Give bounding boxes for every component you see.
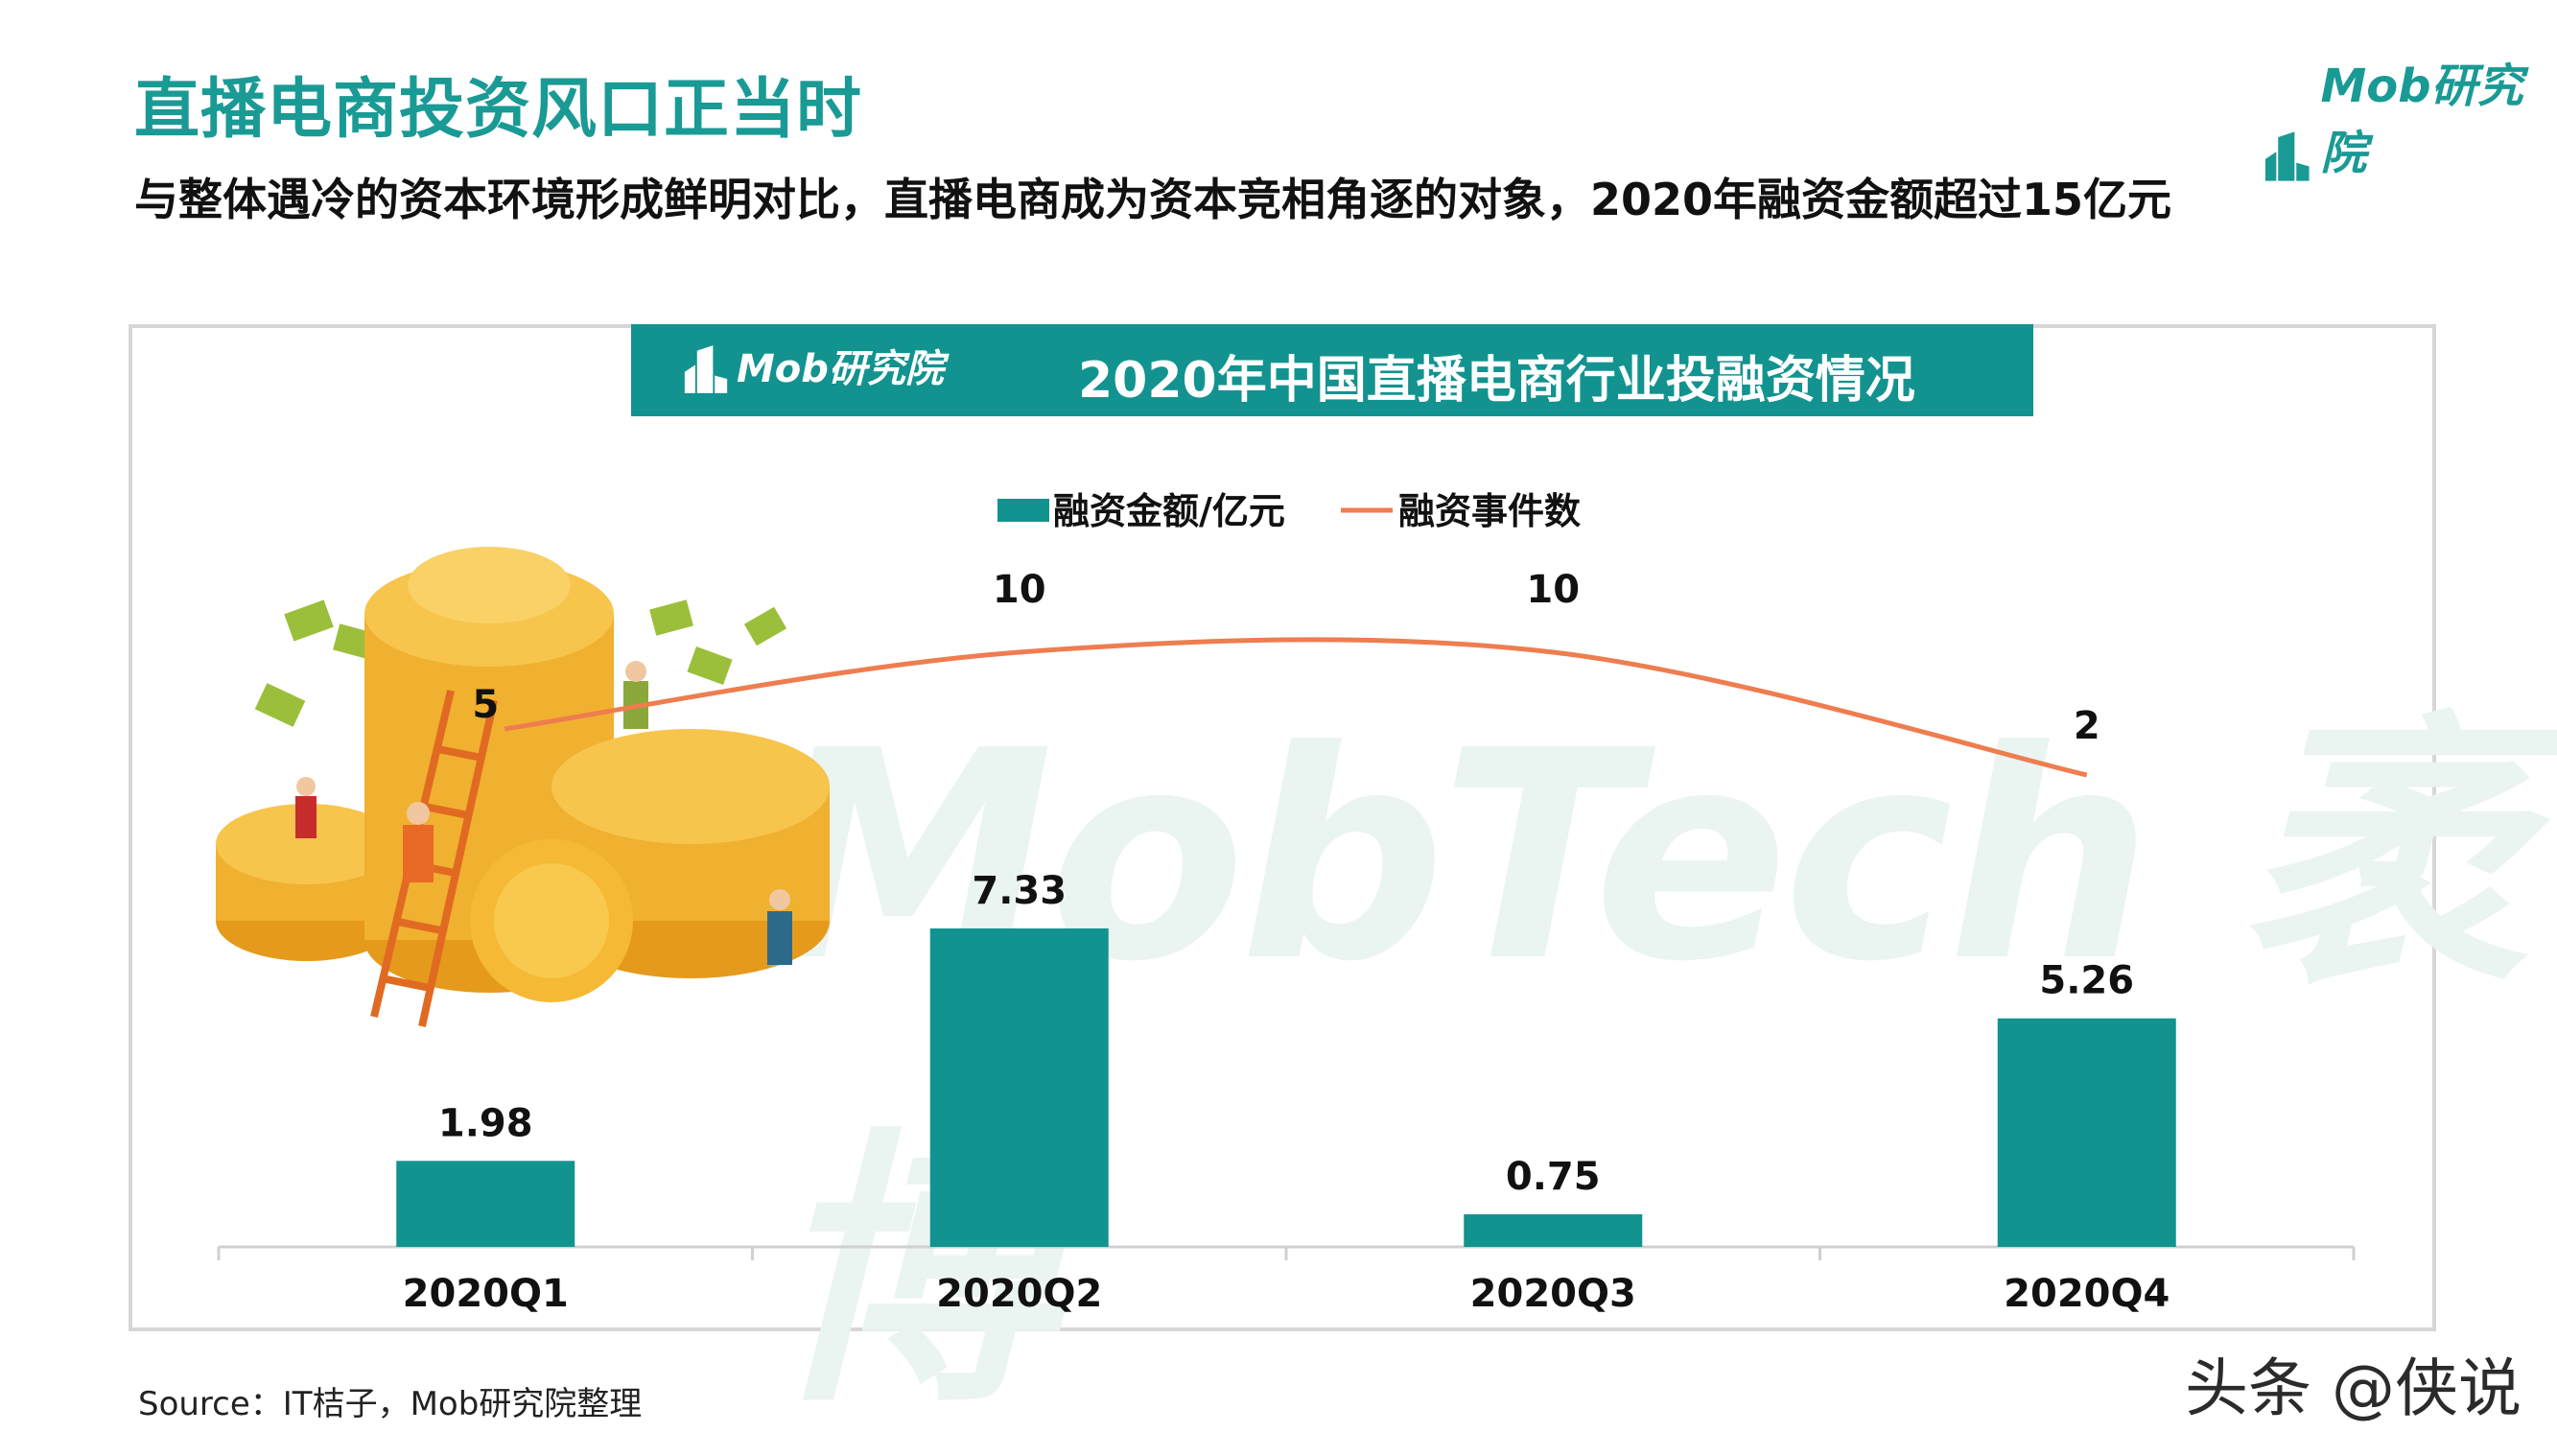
line-value-label: 5: [472, 683, 499, 727]
bar-2020Q3: [1464, 1214, 1643, 1247]
line-value-label: 10: [1526, 568, 1580, 612]
page-subtitle: 与整体遇冷的资本环境形成鲜明对比，直播电商成为资本竞相角逐的对象，2020年融资…: [134, 174, 2172, 225]
coin-pile-icon: [216, 547, 830, 1002]
line-value-label: 10: [993, 568, 1046, 612]
chart-header-logo: Mob研究院: [683, 338, 944, 393]
plot-group: 1.98 2020Q1 7.33 2020Q2 0.75 2020Q3 5.26 2020Q4…: [217, 490, 2356, 1316]
source-note: Source：IT桔子，Mob研究院整理: [138, 1385, 643, 1423]
building-logo-icon: [2264, 131, 2310, 181]
chart-header-brand: Mob研究院: [737, 347, 944, 391]
chart-header: Mob研究院 2020年中国直播电商行业投融资情况: [631, 324, 2033, 416]
bar-2020Q2: [929, 928, 1109, 1247]
brand-logo: Mob研究院: [2264, 48, 2557, 182]
chart-title: 2020年中国直播电商行业投融资情况: [1078, 352, 1915, 410]
x-tick-label: 2020Q1: [403, 1272, 569, 1316]
person-figure-icon: [295, 661, 792, 965]
bar-2020Q1: [396, 1161, 575, 1247]
x-tick-label: 2020Q3: [1470, 1272, 1636, 1316]
corner-watermark: 头条 @侠说: [2185, 1351, 2522, 1425]
legend-line-label: 融资事件数: [1398, 490, 1581, 532]
line-series-events: [504, 637, 2088, 778]
coin-stack-illustration: [216, 547, 830, 1027]
bar-2020Q4: [1997, 1018, 2176, 1247]
brand-name: Mob研究院: [2320, 59, 2523, 180]
legend-bar-label: 融资金额/亿元: [1053, 490, 1285, 532]
bar-value-label: 7.33: [972, 869, 1067, 913]
bar-value-label: 0.75: [1506, 1155, 1601, 1199]
legend-bar-swatch: [997, 499, 1049, 522]
x-tick-label: 2020Q2: [936, 1272, 1102, 1316]
page-title: 直播电商投资风口正当时: [134, 72, 863, 148]
building-logo-icon: [684, 345, 728, 393]
x-tick-label: 2020Q4: [2004, 1272, 2170, 1316]
bar-value-label: 5.26: [2039, 959, 2134, 1003]
bar-value-label: 1.98: [438, 1101, 533, 1145]
money-bill-icon: [254, 599, 787, 727]
line-value-label: 2: [2074, 704, 2100, 748]
background-watermark: MobTech 袤博: [767, 690, 2529, 1441]
